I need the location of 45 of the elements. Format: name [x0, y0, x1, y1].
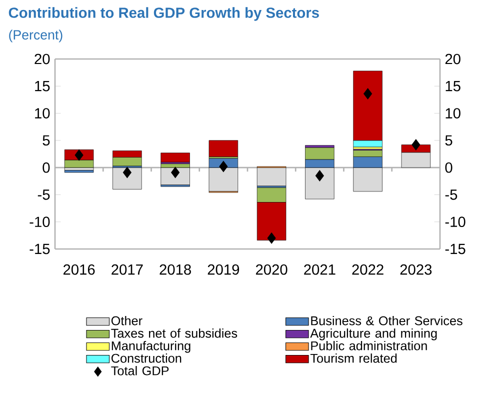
y2-tick-label: 10 [35, 108, 50, 118]
y-tick-label: 20 [445, 54, 460, 64]
legend-label: Taxes net of subsidies [111, 328, 238, 338]
x-tick-label: 2022 [352, 264, 384, 275]
y-tick-label: -5 [445, 190, 458, 200]
point [219, 160, 228, 172]
x-tick-label: 2017 [112, 264, 143, 275]
y-tick-label: 5 [445, 135, 452, 146]
y2-tick-label: -5 [38, 190, 50, 200]
bar [256, 167, 286, 186]
point [74, 149, 84, 161]
y2-tick-label: 0 [42, 162, 50, 173]
legend-label: Public administration [311, 340, 427, 350]
point [412, 139, 420, 150]
y2-tick-label: -10 [30, 216, 50, 228]
x-tick-label: 2016 [63, 264, 95, 275]
y-tick-label: -10 [445, 216, 466, 228]
legend-label: Other [111, 316, 142, 326]
bar [64, 170, 94, 173]
x-tick-label: 2018 [160, 264, 191, 275]
y-tick-label: 0 [445, 162, 452, 173]
y-tick-label: -15 [445, 244, 466, 254]
point [267, 232, 276, 244]
x-tick-label: 2023 [400, 264, 432, 275]
legend-label: Construction [112, 353, 182, 363]
legend-label: Tourism related [310, 353, 397, 363]
legend-label: Total GDP [111, 366, 169, 376]
x-tick-label: 2019 [208, 264, 240, 275]
point [315, 170, 324, 182]
y2-tick-label: 20 [34, 54, 50, 64]
legend-label: Agriculture and mining [310, 328, 437, 340]
y2-tick-label: 5 [42, 135, 50, 146]
y2-tick-label: -15 [30, 244, 50, 254]
chart-title: Contribution to Real GDP Growth by Sectors [8, 7, 319, 21]
y-tick-label: 10 [446, 108, 460, 118]
legend-label: Manufacturing [112, 340, 190, 353]
point [122, 166, 132, 178]
legend-label: Business & Other Services [311, 316, 462, 326]
y2-tick-label: 15 [35, 81, 50, 92]
x-tick-label: 2021 [304, 264, 336, 275]
point [171, 166, 180, 178]
y-tick-label: 15 [446, 81, 460, 92]
chart-subtitle: (Percent) [9, 30, 62, 42]
x-tick-label: 2020 [256, 264, 288, 275]
point [364, 88, 372, 100]
